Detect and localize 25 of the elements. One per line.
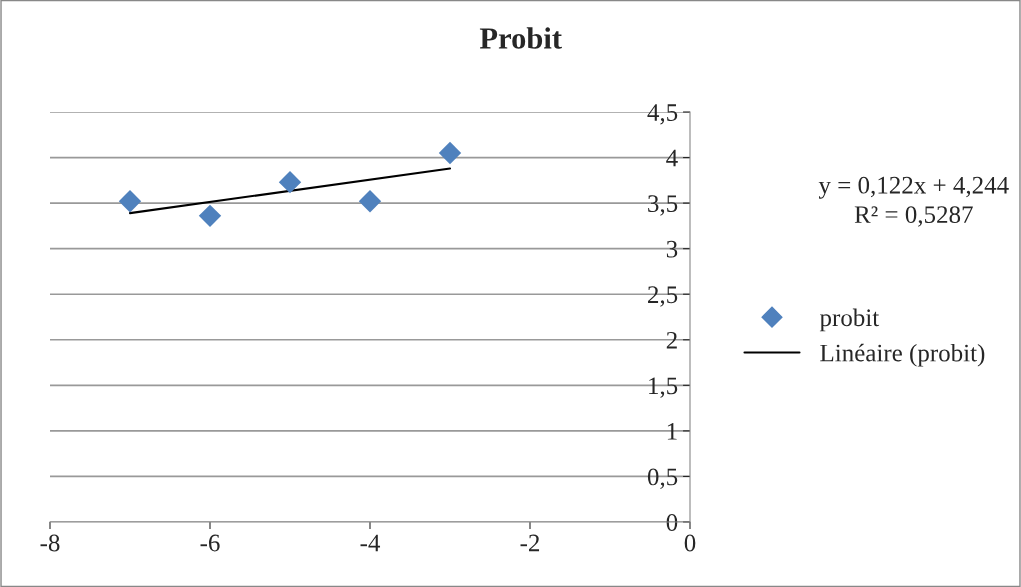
- x-tick-label: 0: [684, 534, 696, 552]
- y-tick-label: 4: [666, 149, 678, 167]
- text: R² = 0,5287: [854, 206, 973, 227]
- y-tick-label: 3,5: [648, 195, 678, 216]
- x-tick-label: -8: [40, 534, 60, 552]
- y-tick-label: 0,5: [647, 468, 678, 489]
- x-tick-label: -6: [200, 534, 220, 552]
- point: [278, 170, 302, 194]
- y-tick-label: 3: [666, 240, 678, 258]
- point: [438, 141, 462, 165]
- x-tick-label: -2: [520, 534, 540, 552]
- y-tick-label: 4,5: [647, 104, 678, 125]
- legend-label: Linéaire (probit): [820, 343, 985, 367]
- chart-title: Probit: [479, 27, 562, 49]
- point: [118, 190, 142, 213]
- legend-label: probit: [819, 308, 880, 332]
- y-tick-label: 2: [666, 331, 677, 349]
- y-tick-label: 0: [666, 514, 678, 531]
- x-tick-label: -4: [360, 534, 381, 552]
- y-tick-label: 1: [667, 423, 677, 440]
- point: [198, 204, 222, 228]
- point: [358, 190, 382, 213]
- text: y = 0,122x + 4,244: [818, 176, 1009, 199]
- y-tick-label: 2,5: [648, 286, 678, 307]
- y-tick-label: 1,5: [649, 377, 678, 398]
